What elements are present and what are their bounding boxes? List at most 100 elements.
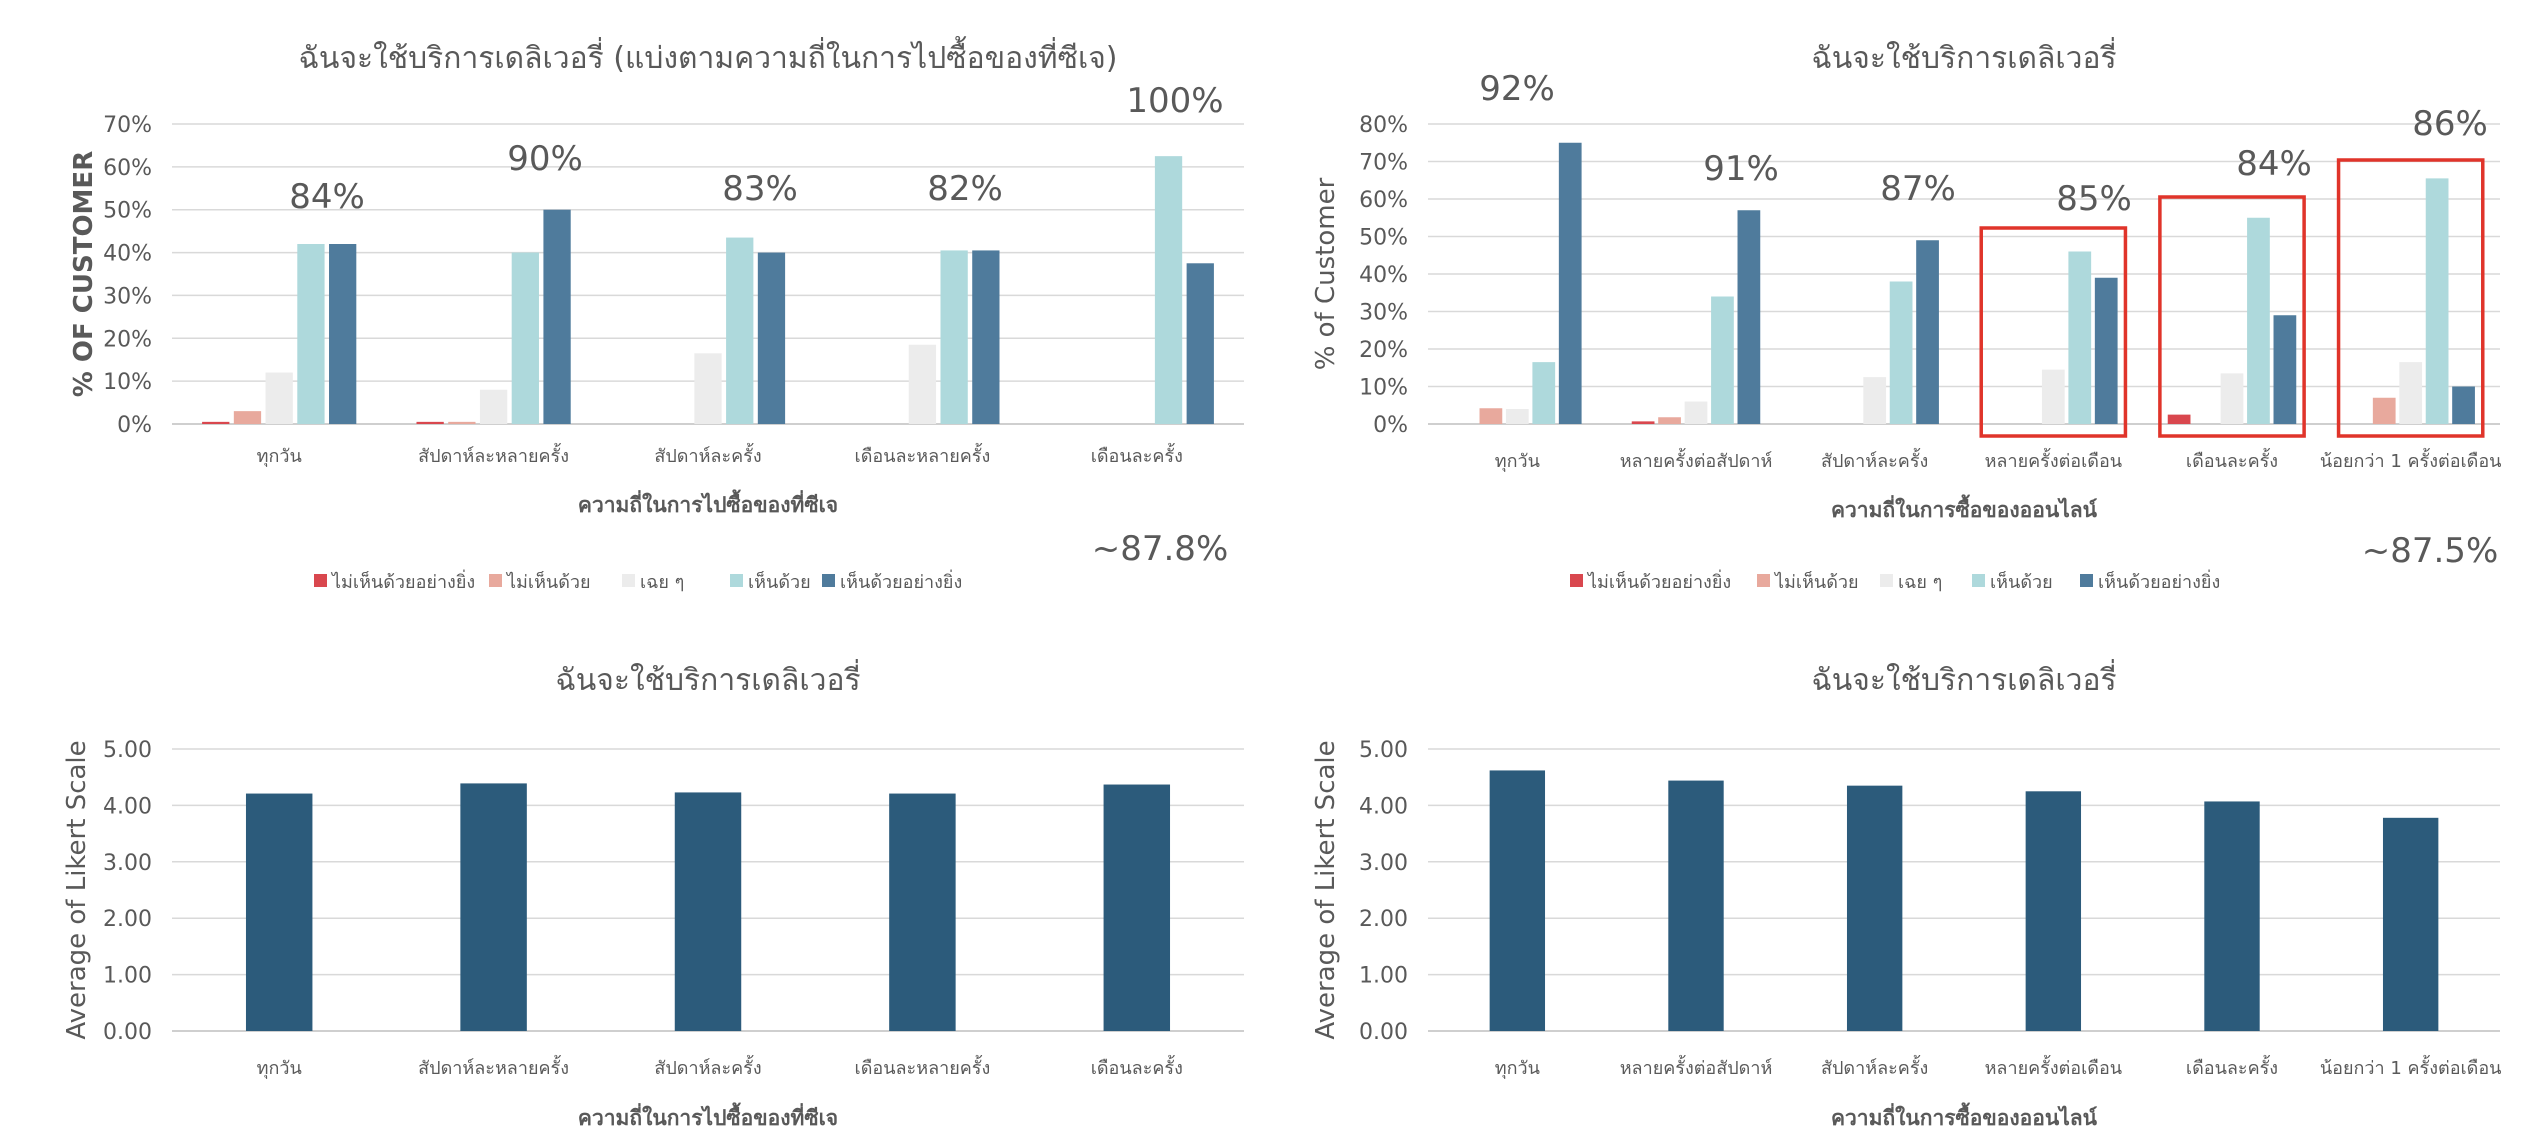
bar [1479, 408, 1503, 424]
summary-label: ~87.8% [1092, 529, 1229, 569]
bar [448, 421, 476, 424]
y-tick-label: 80% [1359, 113, 1408, 138]
percent-annotation: 90% [507, 139, 583, 179]
bar [1916, 240, 1939, 424]
bar [1668, 780, 1724, 1031]
bar [1103, 784, 1171, 1031]
legend-swatch [1880, 574, 1893, 587]
bar [1658, 417, 1681, 424]
y-tick-label: 2.00 [103, 907, 152, 932]
chart-3: ฉันจะใช้บริการเดลิเวอรี่ 0.00 1.00 2.00 3.00… [62, 659, 1244, 1130]
bar [1154, 156, 1183, 424]
x-tick-label: น้อยกว่า 1 ครั้งต่อเดือน [2320, 1055, 2502, 1079]
legend-swatch [489, 574, 502, 587]
bar [2204, 801, 2260, 1031]
legend-swatch [1757, 574, 1770, 587]
chart-title: ฉันจะใช้บริการเดลิเวอรี่ (แบ่งตามความถี่… [299, 36, 1118, 76]
chart-title: ฉันจะใช้บริการเดลิเวอรี่ [1811, 37, 2116, 76]
bar [1489, 770, 1546, 1031]
x-tick-label: เดือนละครั้ง [2186, 1055, 2278, 1079]
y-tick-label: 4.00 [1359, 794, 1408, 819]
bar [889, 793, 956, 1031]
legend-label: เห็นด้วย [1990, 570, 2053, 593]
y-tick-label: 40% [1359, 263, 1408, 288]
bar [2247, 217, 2270, 424]
chart-2: ฉันจะใช้บริการเดลิเวอรี่ 0% 10% 20% 30% 40% 50… [1311, 37, 2501, 593]
legend-swatch [1972, 574, 1985, 587]
percent-annotation: 87% [1880, 169, 1956, 209]
legend-swatch [622, 574, 635, 587]
bar [2068, 251, 2092, 424]
bar [1684, 401, 1708, 424]
y-axis-label: % of Customer [1311, 177, 1341, 370]
legend-label: เฉย ๆ [1898, 572, 1942, 593]
y-tick-label: 1.00 [1359, 964, 1408, 989]
bar [1558, 142, 1582, 424]
y-tick-label: 5.00 [1359, 738, 1408, 763]
y-tick-label: 60% [1359, 188, 1408, 213]
highlight-box [2158, 195, 2306, 438]
bar [2273, 315, 2297, 424]
y-axis-label: Average of Likert Scale [1311, 740, 1341, 1039]
x-tick-label: สัปดาห์ละครั้ง [1821, 1055, 1928, 1079]
bar [233, 411, 262, 424]
percent-annotation: 85% [2056, 179, 2132, 219]
bar [2041, 369, 2065, 424]
y-axis-label: % OF CUSTOMER [69, 151, 99, 397]
y-tick-label: 30% [103, 284, 152, 309]
x-tick-label: ทุกวัน [257, 446, 302, 467]
x-tick-label: สัปดาห์ละครั้ง [654, 443, 761, 467]
y-tick-label: 10% [1359, 376, 1408, 401]
y-tick-label: 40% [103, 242, 152, 267]
bar [2452, 386, 2475, 424]
y-tick-label: 2.00 [1359, 907, 1408, 932]
bar [726, 237, 754, 424]
chart-4: ฉันจะใช้บริการเดลิเวอรี่ 0.00 1.00 2.00 3.00… [1311, 659, 2501, 1130]
x-tick-label: ทุกวัน [1495, 1058, 1540, 1079]
bar [940, 250, 968, 424]
x-tick-label: ทุกวัน [1495, 451, 1540, 472]
x-tick-label: สัปดาห์ละครั้ง [654, 1055, 761, 1079]
percent-annotation: 100% [1126, 81, 1223, 121]
y-tick-label: 1.00 [103, 964, 152, 989]
bar [479, 389, 508, 424]
x-axis-label: ความถี่ในการซื้อของออนไลน์ [1831, 494, 2098, 522]
y-tick-label: 10% [103, 370, 152, 395]
x-tick-label: เดือนละหลายครั้ง [855, 443, 991, 467]
bar [1505, 409, 1529, 424]
x-tick-label: สัปดาห์ละหลายครั้ง [418, 1055, 569, 1079]
bar [2025, 791, 2082, 1031]
bar [1631, 421, 1655, 424]
bar [511, 252, 539, 424]
bar [2399, 362, 2423, 424]
legend-label: เห็นด้วย [748, 570, 811, 593]
y-tick-label: 70% [103, 113, 152, 138]
legend-label: เห็นด้วยอย่างยิ่ง [840, 569, 962, 593]
y-tick-label: 20% [103, 327, 152, 352]
bar [265, 372, 293, 424]
y-tick-label: 30% [1359, 301, 1408, 326]
percent-annotation: 83% [722, 169, 798, 209]
bar [908, 344, 937, 424]
legend-swatch [1570, 574, 1583, 587]
x-tick-label: หลายครั้งต่อเดือน [1985, 1055, 2123, 1079]
bar [2425, 178, 2449, 424]
x-tick-label: เดือนละครั้ง [2186, 448, 2278, 472]
bar [757, 252, 786, 424]
y-tick-label: 0.00 [103, 1020, 152, 1045]
legend-swatch [822, 574, 835, 587]
y-tick-label: 0.00 [1359, 1020, 1408, 1045]
x-tick-label: เดือนละครั้ง [1091, 1055, 1183, 1079]
bar [674, 792, 742, 1031]
x-tick-label: น้อยกว่า 1 ครั้งต่อเดือน [2320, 448, 2502, 472]
percent-annotation: 86% [2412, 104, 2488, 144]
highlight-box [2336, 158, 2485, 438]
legend-label: ไม่เห็นด้วย [1773, 570, 1859, 593]
y-tick-label: 4.00 [103, 794, 152, 819]
chart-title: ฉันจะใช้บริการเดลิเวอรี่ [1811, 659, 2116, 698]
bar [1186, 263, 1214, 424]
bar [694, 353, 722, 424]
y-axis-label: Average of Likert Scale [62, 740, 92, 1039]
percent-annotation: 91% [1703, 149, 1779, 189]
